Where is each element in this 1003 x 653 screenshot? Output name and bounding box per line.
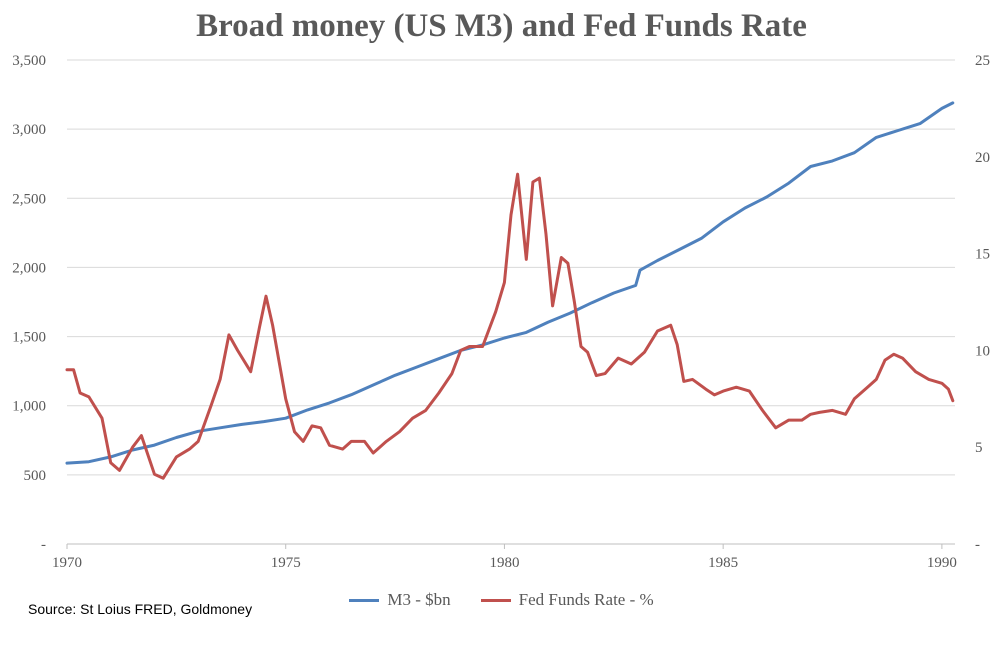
x-tick-label: 1985 [708, 555, 738, 571]
series-line-fed-funds [65, 172, 955, 480]
y-right-tick-label: 10 [975, 343, 990, 359]
y-right-tick-label: 20 [975, 150, 990, 166]
legend-label-fed-funds: Fed Funds Rate - % [518, 590, 654, 609]
x-tick-label: 1975 [271, 555, 301, 571]
y-left-tick-label: 3,500 [12, 53, 46, 69]
y-right-tick-label: 5 [975, 440, 983, 456]
y-left-tick-label: 3,000 [12, 122, 46, 138]
y-left-tick-label: 500 [24, 468, 47, 484]
legend-swatch-m3 [349, 598, 380, 602]
y-left-tick-label: 2,000 [12, 260, 46, 276]
legend-label-m3: M3 - $bn [387, 590, 451, 609]
x-tick-label: 1990 [927, 555, 957, 571]
legend-item-fed-funds: Fed Funds Rate - % [480, 590, 654, 610]
chart-legend: M3 - $bn Fed Funds Rate - % [0, 590, 1003, 610]
y-right-tick-label: 25 [975, 53, 990, 69]
legend-swatch-fed-funds [480, 598, 511, 602]
x-tick-label: 1980 [489, 555, 519, 571]
y-left-tick-label: 1,000 [12, 399, 46, 415]
y-left-tick-label: - [41, 537, 46, 553]
y-left-tick-label: 2,500 [12, 191, 46, 207]
y-right-tick-label: - [975, 537, 980, 553]
legend-item-m3: M3 - $bn [349, 590, 451, 610]
y-right-tick-label: 15 [975, 247, 990, 263]
x-tick-label: 1970 [52, 555, 82, 571]
series-line-m3 [65, 101, 955, 465]
y-left-tick-label: 1,500 [12, 330, 46, 346]
source-note: Source: St Loius FRED, Goldmoney [28, 601, 253, 617]
chart-title: Broad money (US M3) and Fed Funds Rate [196, 8, 807, 44]
